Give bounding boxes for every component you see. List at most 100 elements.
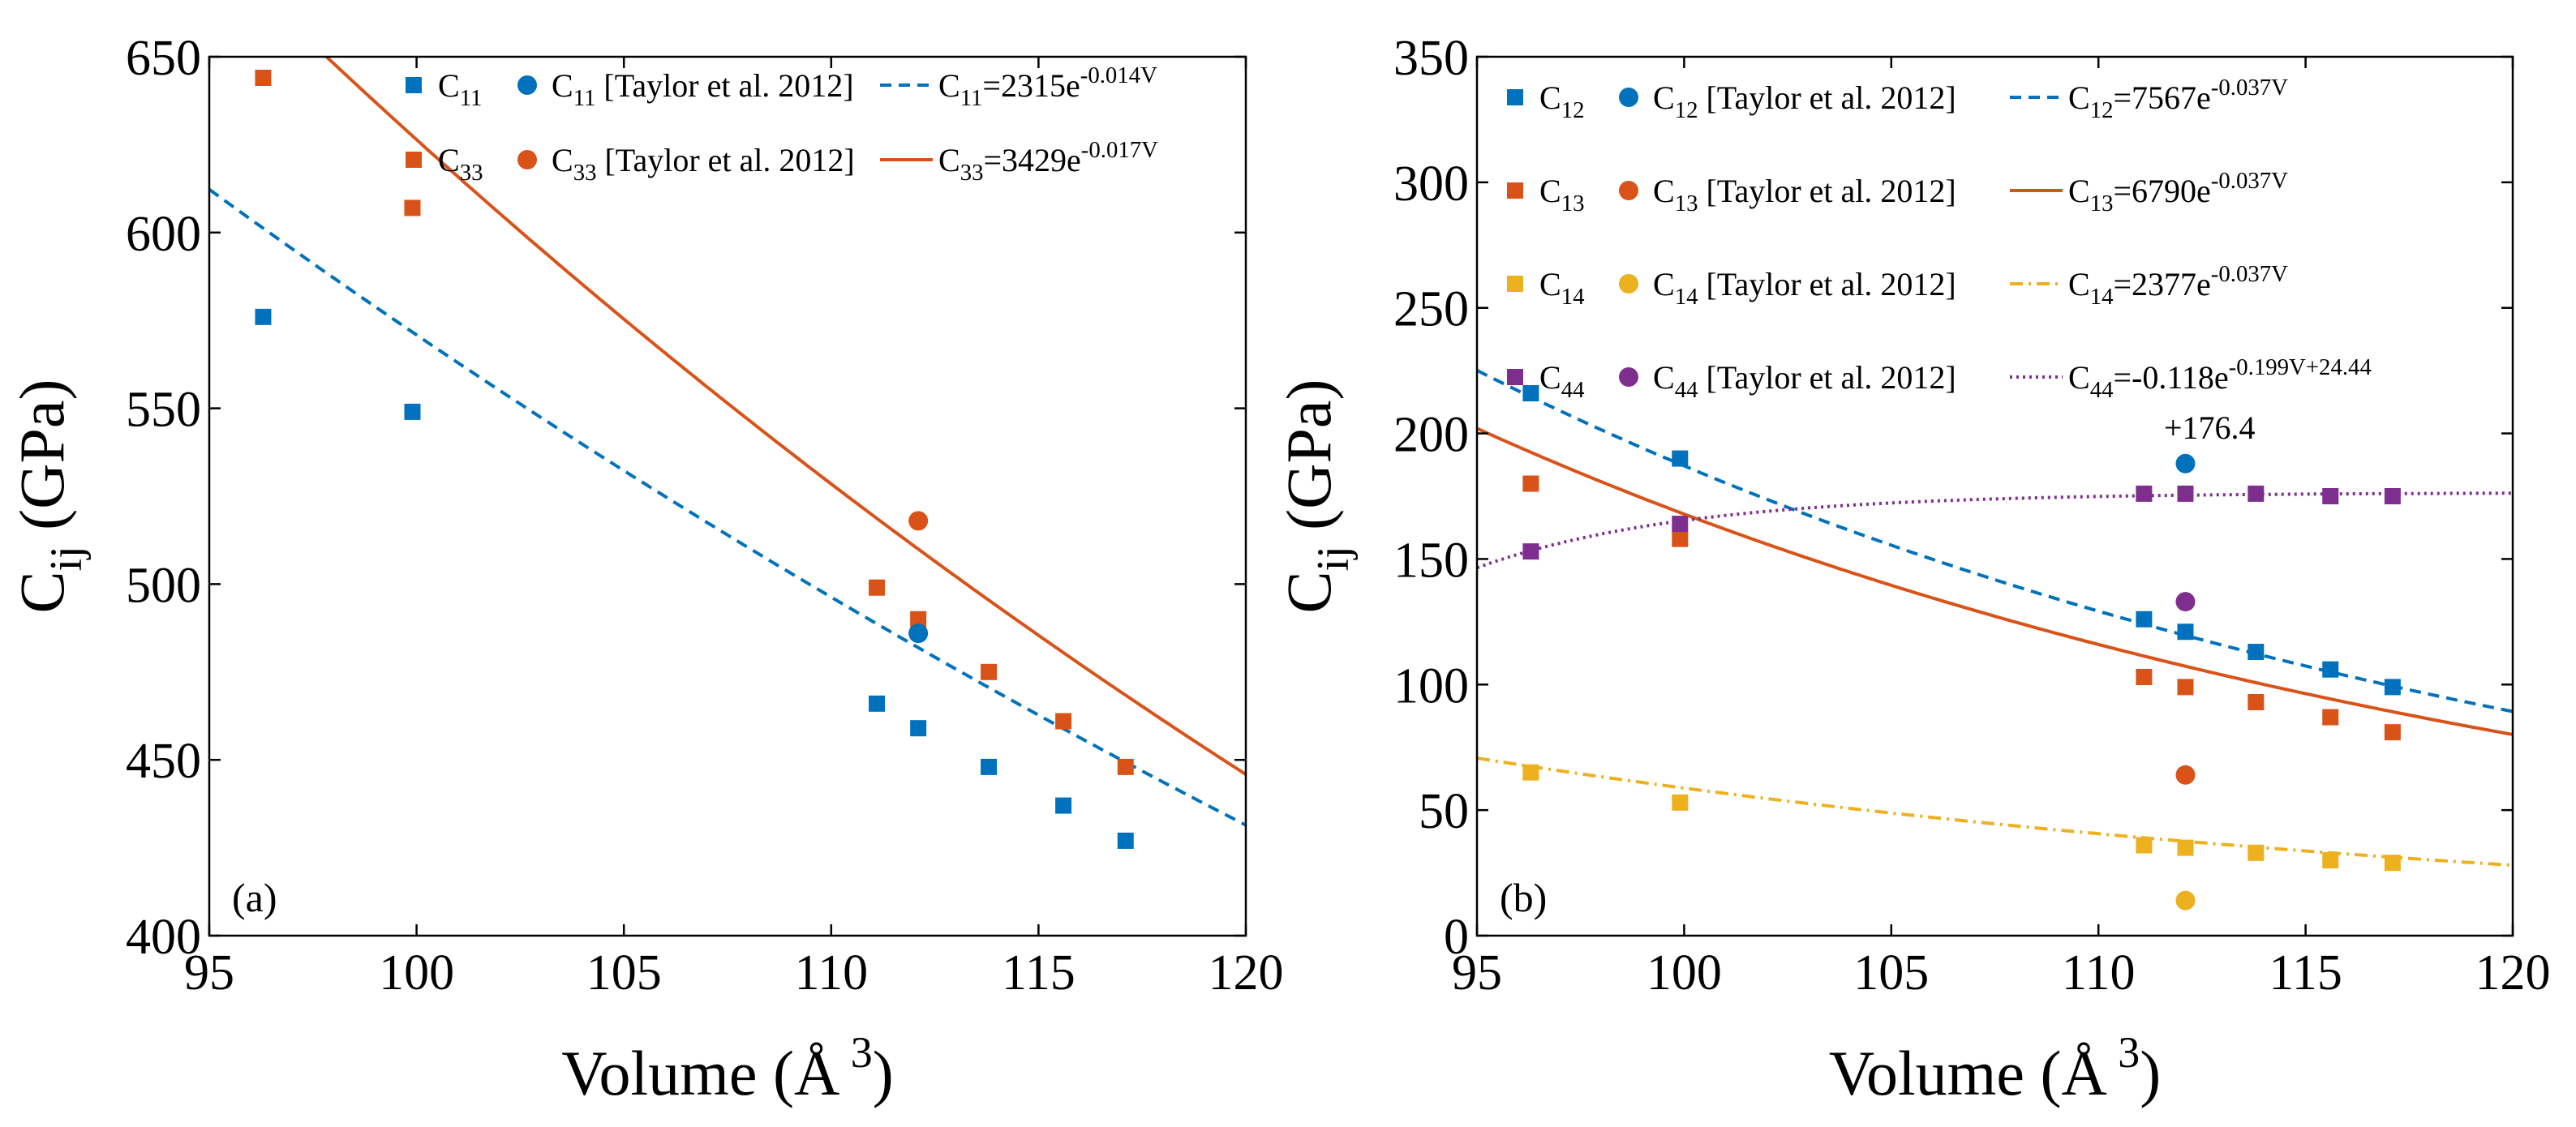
panel-b-point-square — [2322, 488, 2339, 504]
panel-a-legend-label: C11 — [438, 67, 482, 111]
panel-b-point-square — [1522, 543, 1539, 560]
panel-b-fit-curve-2 — [1477, 756, 2513, 868]
panel-b-legend-marker-square — [1507, 182, 1523, 199]
panel-b-point-square — [2136, 485, 2153, 502]
panel-a-point-square — [1055, 713, 1072, 730]
panel-a-point-square — [910, 720, 927, 737]
panel-b-legend-label: C14 [Taylor et al. 2012] — [1653, 266, 1956, 310]
panel-a-legend-label: C11=2315e-0.014V — [938, 62, 1157, 111]
panel-a-legend-marker-square — [406, 152, 422, 168]
panel-b-legend-marker-square — [1507, 89, 1523, 105]
panel-b-legend-marker-square — [1507, 276, 1523, 292]
panel-b-point-circle — [2175, 453, 2196, 474]
panel-b-legend-label: C12=7567e-0.037V — [2068, 75, 2288, 123]
panel-b-legend-label: C13 [Taylor et al. 2012] — [1653, 173, 1956, 216]
panel-b-point-square — [2136, 837, 2153, 854]
panel-b-point-circle — [2175, 890, 2196, 911]
panel-b-legend-label: C44 [Taylor et al. 2012] — [1653, 359, 1956, 403]
panel-a-point-circle — [908, 623, 929, 644]
panel-b-legend-marker-circle — [1619, 181, 1638, 200]
panel-b-legend-marker-circle — [1619, 274, 1638, 294]
panel-b-legend: C12 C12 [Taylor et al. 2012] C12=7567e-0.0… — [1507, 75, 2372, 446]
panel-a-legend-label: C33=3429e-0.017V — [938, 137, 1158, 186]
panel-b-legend-label: C12 [Taylor et al. 2012] — [1653, 79, 1956, 123]
panel-a-point-square — [404, 403, 421, 420]
panel-b-chart: 95 100 105 110 115 120 0 50 100 150 200 250 300 350 Vo… — [1273, 31, 2551, 1108]
panel-b-y-tick-label: 200 — [1393, 408, 1469, 463]
panel-b-legend-label: C14=2377e-0.037V — [2068, 261, 2288, 310]
panel-b-legend-label: C44 — [1539, 359, 1584, 403]
panel-a-fit-curves — [209, 57, 1246, 827]
panel-a-point-square — [1055, 797, 1072, 814]
panel-b-point-square — [2384, 855, 2401, 872]
panel-b-point-square — [1672, 530, 1689, 547]
panel-a-fit-curve-0 — [209, 187, 1246, 827]
panel-b-point-square — [2136, 611, 2153, 628]
panel-b-x-tick-label: 105 — [1853, 945, 1929, 1001]
panel-a-y-tick-label: 550 — [126, 383, 201, 438]
panel-b-legend-marker-circle — [1619, 88, 1638, 107]
panel-a-point-square — [869, 695, 886, 712]
panel-b-point-square — [1522, 385, 1539, 402]
panel-a-point-square — [1117, 758, 1134, 775]
panel-b-y-tick-label: 350 — [1393, 31, 1469, 86]
panel-a-y-tick-label: 400 — [126, 910, 201, 965]
panel-b-point-square — [2384, 724, 2401, 741]
panel-b-point-square — [2136, 668, 2153, 685]
panel-a-legend-label: C33 — [438, 142, 483, 186]
panel-b-fit-curves — [1477, 369, 2513, 868]
panel-b-point-square — [2322, 709, 2339, 726]
panel-a-point-square — [981, 663, 998, 680]
panel-b-legend-label: C14 — [1539, 266, 1584, 310]
panel-b-y-axis-title: Cij (GPa) — [1273, 379, 1359, 614]
panel-b-fit-curve-0 — [1477, 369, 2513, 713]
panel-a-fit-curve-1 — [324, 57, 1246, 776]
panel-b-point-square — [1522, 764, 1539, 781]
panel-a-x-tick-label: 115 — [1002, 945, 1075, 1001]
panel-a-y-tick-label: 650 — [126, 31, 201, 86]
panel-a-x-axis-title: Volume (Å 3) — [561, 1028, 894, 1108]
panel-a-point-square — [869, 579, 886, 596]
panel-b-point-square — [2177, 623, 2194, 641]
panel-a-y-tick-label: 500 — [126, 558, 201, 613]
panel-b-legend-marker-circle — [1619, 367, 1638, 387]
panel-b-point-square — [2177, 679, 2194, 696]
panel-a-point-circle — [908, 511, 929, 531]
panel-b-point-square — [2248, 844, 2265, 861]
panel-a-legend-marker-circle — [517, 150, 537, 169]
panel-b-legend-label-line2: +176.4 — [2164, 409, 2256, 446]
panel-a-point-square — [255, 308, 272, 325]
panel-b-point-square — [2177, 839, 2194, 856]
panel-a-panel-label: (a) — [232, 875, 277, 920]
panel-a-axes-box — [208, 55, 1247, 937]
panel-a-legend-marker-square — [406, 77, 422, 93]
panel-a-point-square — [404, 199, 421, 216]
panel-b-x-axis-title: Volume (Å 3) — [1829, 1028, 2162, 1108]
panel-b-y-tick-label: 100 — [1393, 658, 1469, 713]
panel-a-legend-marker-circle — [517, 75, 537, 95]
panel-a-legend-label: C11 [Taylor et al. 2012] — [552, 67, 854, 111]
panel-b-point-square — [1672, 516, 1689, 533]
panel-b-panel-label: (b) — [1500, 875, 1547, 920]
panel-b-x-tick-label: 100 — [1646, 945, 1722, 1001]
panel-b-point-circle — [2175, 592, 2196, 612]
panel-a-x-tick-label: 105 — [586, 945, 662, 1001]
panel-a-x-tick-label: 95 — [184, 945, 234, 1001]
panel-b-point-square — [1672, 450, 1689, 467]
panel-a-x-tick-label: 100 — [379, 945, 454, 1001]
panel-b-point-circle — [2175, 765, 2196, 785]
panel-b-point-square — [2384, 679, 2401, 696]
panel-a-x-tick-label: 120 — [1209, 945, 1284, 1001]
panel-a-y-tick-label: 450 — [126, 734, 201, 789]
panel-b-legend-marker-square — [1507, 369, 1523, 385]
panel-b-y-tick-label: 300 — [1393, 156, 1469, 212]
panel-b-x-tick-label: 115 — [2269, 945, 2342, 1001]
panel-b-axes-box — [1475, 55, 2514, 937]
panel-a-legend: C11 C11 [Taylor et al. 2012] C11=2315e-0.0… — [406, 62, 1158, 186]
panel-b-y-tick-label: 150 — [1393, 533, 1469, 588]
panel-b-legend-label: C13 — [1539, 173, 1584, 216]
panel-a-point-square — [910, 611, 927, 628]
panel-b-point-square — [1522, 475, 1539, 492]
panel-b-point-square — [2322, 852, 2339, 869]
